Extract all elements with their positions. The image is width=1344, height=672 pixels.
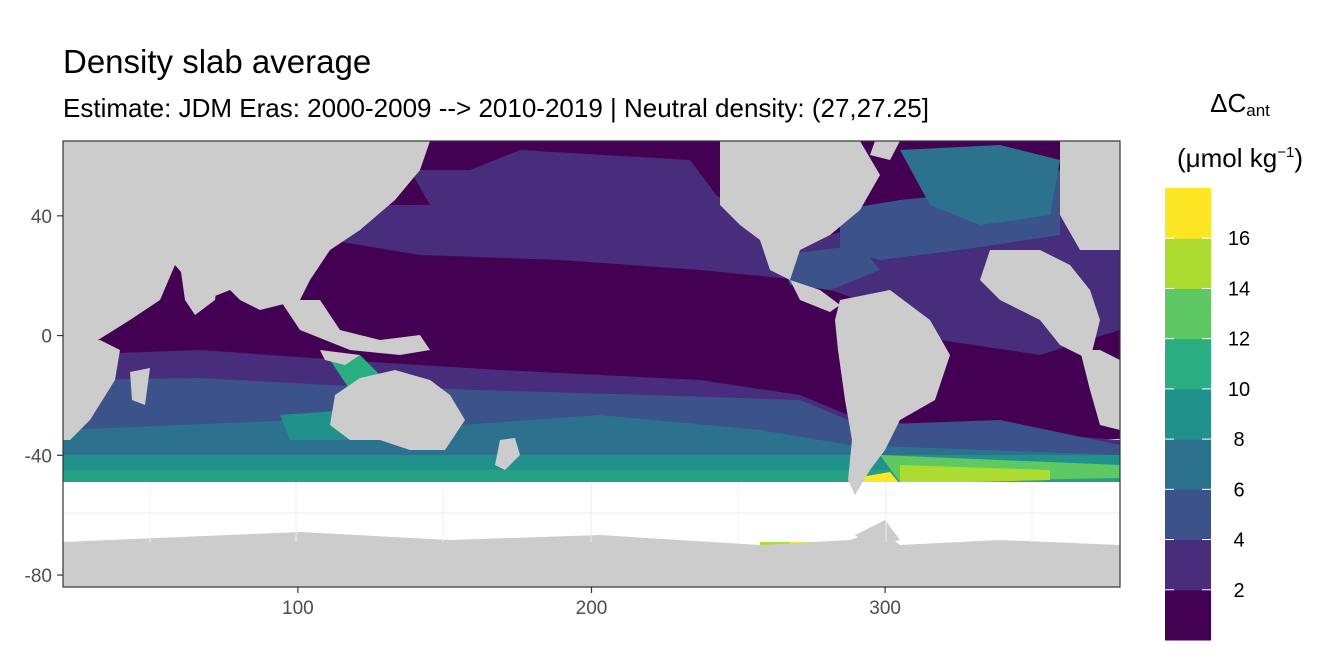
colorbar: 2 4 6 8 10 12 14 16	[1165, 188, 1250, 641]
colorbar-bin	[1165, 188, 1211, 239]
legend-unit-sup: −1	[1277, 144, 1295, 161]
colorbar-label: 6	[1233, 479, 1244, 501]
plot-subtitle: Estimate: JDM Eras: 2000-2009 --> 2010-2…	[63, 93, 929, 123]
colorbar-label: 10	[1228, 379, 1250, 401]
legend-unit: (μmol kg−1)	[1160, 136, 1320, 175]
legend-title: ΔCant	[1160, 86, 1320, 128]
colorbar-bin	[1165, 439, 1211, 490]
colorbar-label: 2	[1233, 580, 1244, 602]
colorbar-bin	[1165, 338, 1211, 390]
colorbar-label: 16	[1228, 228, 1250, 250]
y-tick-label: 40	[31, 207, 52, 228]
colorbar-bin	[1165, 238, 1211, 289]
colorbar-label: 12	[1228, 329, 1250, 351]
colorbar-bin	[1165, 539, 1211, 591]
colorbar-label: 8	[1233, 429, 1244, 451]
grid-lines	[63, 482, 1120, 542]
y-axis: 40 0 -40 -80	[25, 207, 63, 587]
plot-title: Density slab average	[63, 43, 372, 80]
x-tick-label: 200	[576, 598, 608, 619]
y-tick-label: 0	[41, 327, 52, 348]
colorbar-bin	[1165, 589, 1211, 641]
y-tick-label: -40	[25, 446, 52, 467]
colorbar-bin	[1165, 489, 1211, 541]
legend-title-main: ΔC	[1210, 88, 1247, 118]
legend-title-sub: ant	[1246, 101, 1270, 120]
colorbar-bin	[1165, 388, 1211, 440]
colorbar-bin	[1165, 288, 1211, 340]
legend-unit-post: )	[1294, 143, 1303, 173]
x-axis: 100 200 300	[282, 587, 901, 619]
colorbar-label: 14	[1228, 278, 1250, 300]
y-tick-label: -80	[25, 566, 52, 587]
land-layer	[63, 141, 1120, 587]
colorbar-label: 4	[1233, 530, 1244, 552]
x-tick-label: 100	[282, 598, 314, 619]
x-tick-label: 300	[869, 598, 901, 619]
legend-unit-pre: (μmol kg	[1177, 143, 1278, 173]
